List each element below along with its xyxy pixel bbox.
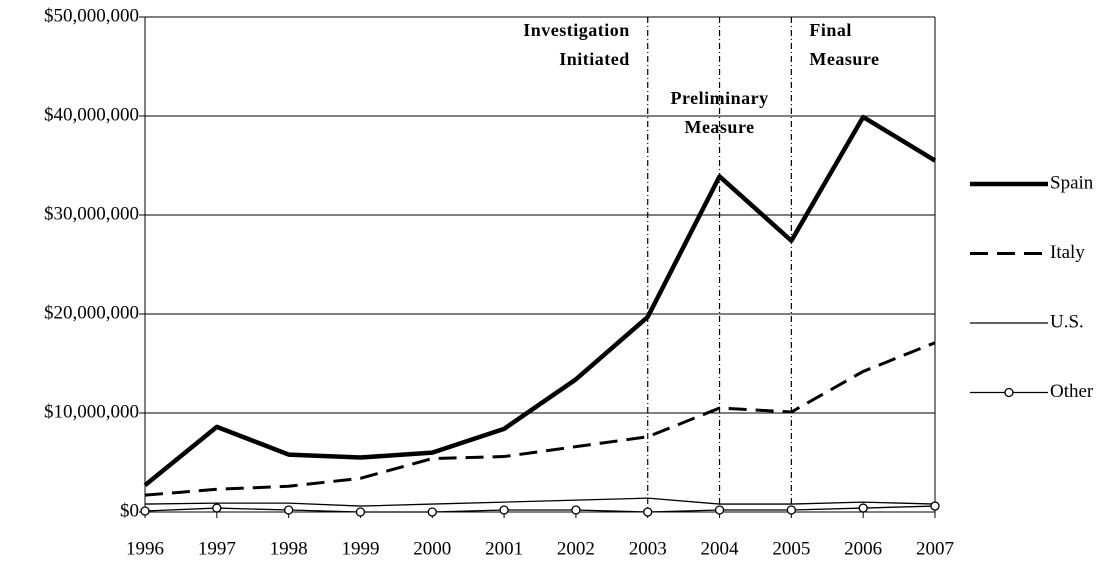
annotation: Preliminary — [670, 88, 768, 108]
x-tick-label: 2006 — [844, 538, 882, 559]
annotation: Measure — [684, 117, 754, 137]
y-tick-label: $50,000,000 — [44, 5, 139, 26]
x-tick-label: 2007 — [916, 538, 954, 559]
x-tick-label: 2001 — [485, 538, 523, 559]
x-tick-label: 1997 — [198, 538, 236, 559]
legend-label: Italy — [1050, 242, 1085, 263]
point — [283, 505, 294, 515]
point — [930, 501, 940, 511]
x-tick-label: 2003 — [629, 538, 667, 559]
legend-label: Spain — [1050, 172, 1094, 193]
x-tick-label: 1998 — [270, 538, 308, 559]
annotation: Measure — [809, 49, 879, 69]
point — [714, 505, 725, 515]
point — [427, 507, 437, 517]
point — [499, 505, 509, 515]
series-line — [144, 505, 936, 513]
point — [643, 507, 653, 517]
annotation: Final — [809, 20, 852, 40]
y-tick-label: $0 — [120, 500, 139, 521]
legend-label: U.S. — [1050, 311, 1084, 332]
point — [212, 503, 222, 513]
y-tick-label: $10,000,000 — [44, 401, 139, 422]
y-tick-label: $40,000,000 — [44, 104, 139, 125]
annotation: Initiated — [559, 49, 630, 69]
point — [140, 506, 150, 516]
point — [571, 505, 581, 515]
series-line — [144, 497, 936, 507]
x-tick-label: 2002 — [557, 538, 595, 559]
series-line — [144, 341, 936, 497]
legend-label: Other — [1050, 381, 1094, 402]
x-tick-label: 2005 — [772, 538, 810, 559]
y-tick-label: $30,000,000 — [44, 203, 139, 224]
x-tick-label: 2004 — [701, 538, 740, 559]
point — [858, 503, 868, 513]
point — [355, 507, 366, 517]
x-tick-label: 1996 — [126, 538, 164, 559]
x-tick-label: 2000 — [413, 538, 451, 559]
point — [786, 505, 797, 515]
annotation: Investigation — [523, 20, 630, 40]
y-tick-label: $20,000,000 — [44, 302, 139, 323]
x-tick-label: 1999 — [341, 538, 379, 559]
series-line — [143, 114, 937, 488]
legend-marker — [1004, 387, 1014, 398]
